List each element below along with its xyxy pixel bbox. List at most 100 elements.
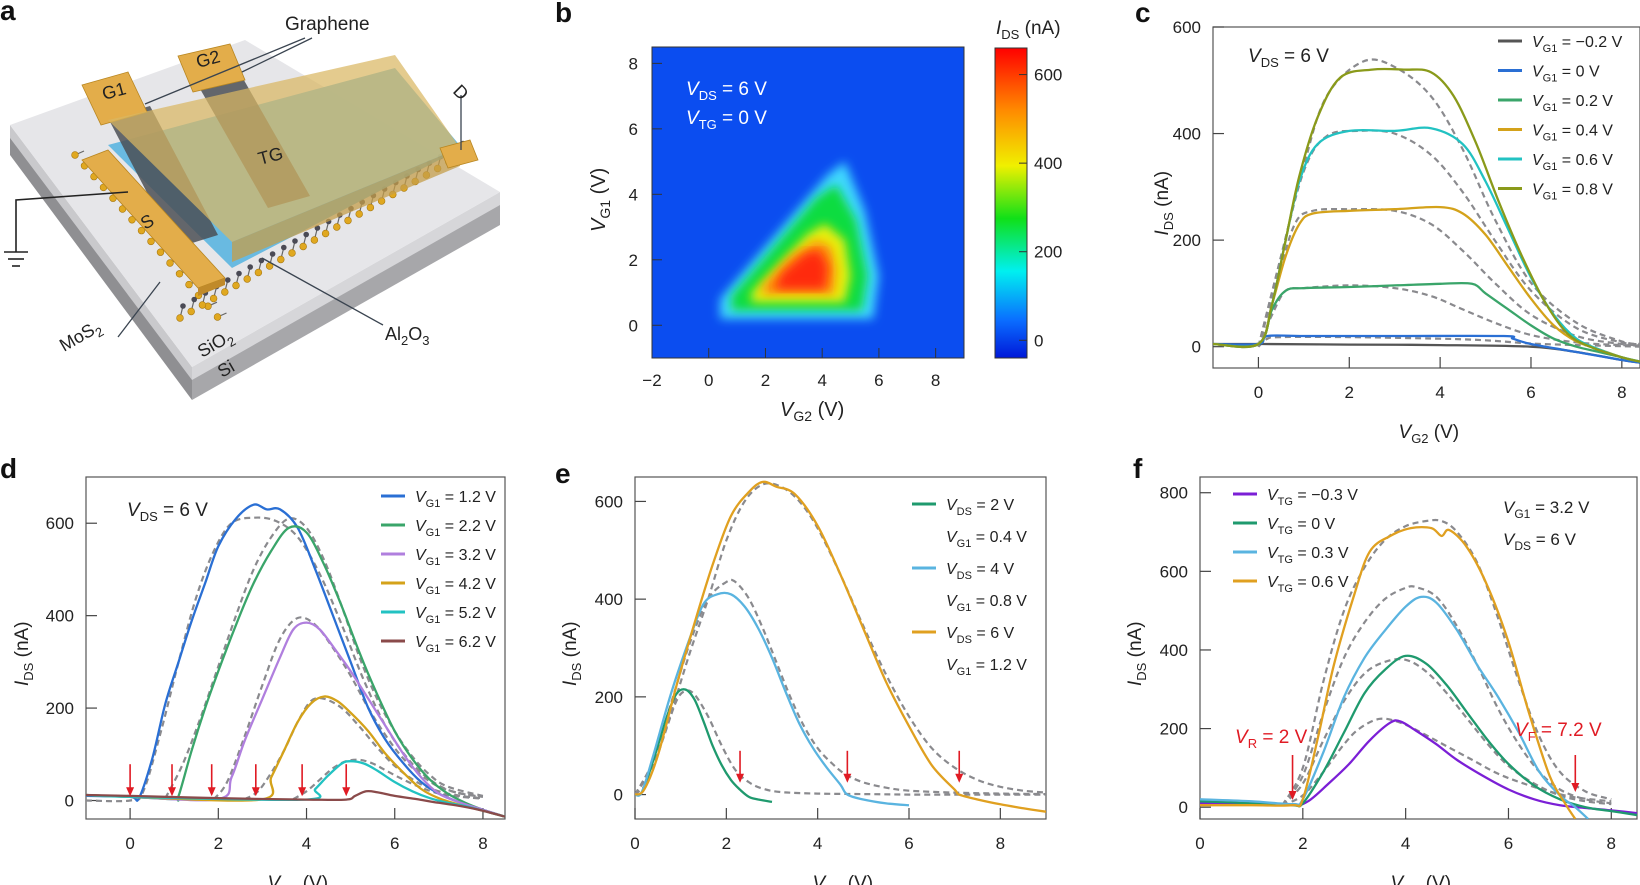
fit-curve-5	[292, 758, 483, 801]
top-gate	[108, 55, 460, 242]
colorbar-tick-label: 200	[1034, 243, 1062, 262]
legend-label: VDS = 2 V	[946, 497, 1015, 518]
sulfur-atom	[128, 216, 136, 224]
annotation-vds: VDS = 6 V	[127, 500, 208, 524]
arrow-head-icon	[1571, 783, 1580, 792]
contact-g2	[177, 43, 246, 93]
marker-label-vr: VR = 2 V	[1235, 727, 1308, 751]
legend-label: VG1 = 4.2 V	[415, 576, 496, 597]
y-tick-label: 2	[629, 251, 638, 270]
sulfur-atom	[147, 237, 155, 246]
y-tick-label: 400	[595, 590, 623, 609]
y-tick-label: 400	[46, 607, 74, 626]
series-line-2	[86, 525, 505, 818]
sulfur-atom	[176, 314, 184, 322]
sulfur-atom	[333, 223, 341, 231]
panel-letter-c: c	[1135, 0, 1151, 28]
substrate-sio2-side-right	[192, 192, 500, 380]
x-axis-label: VG2 (V)	[1391, 873, 1452, 885]
x-axis-label: VG2 (V)	[1399, 422, 1460, 446]
legend-label: VG1 = 0 V	[1532, 64, 1600, 85]
legend-label-secondary: VG1 = 0.4 V	[946, 529, 1027, 550]
legend-label: VG1 = −0.2 V	[1532, 34, 1623, 55]
x-tick-label: 6	[904, 834, 913, 853]
x-tick-label: 6	[874, 371, 883, 390]
panel-f-line-chart: 0 2 4 6 8 0 200 400 600 800 VG2 (V) IDS (nA) VTG = −…	[1125, 476, 1638, 885]
x-tick-label: 0	[1195, 834, 1204, 853]
plot-frame	[1212, 26, 1640, 369]
panel-e-line-chart: 0 2 4 6 8 0 200 400 600 VG2 (V) IDS (nA) VDS = 2 V V…	[560, 476, 1047, 885]
series-line-3	[86, 621, 505, 818]
y-tick-label: 0	[65, 792, 74, 811]
y-tick-label: 4	[629, 185, 638, 204]
fit-curve-4	[244, 696, 484, 801]
sulfur-atom	[137, 226, 146, 235]
sulfur-atom	[175, 270, 184, 278]
top-gate-side	[232, 148, 460, 262]
label-al2o3: Al2O3	[385, 324, 430, 348]
arrow-head-icon	[298, 787, 307, 797]
y-axis-label: IDS (nA)	[1152, 171, 1176, 236]
molybdenum-atom	[303, 231, 310, 238]
x-tick-label: 6	[1504, 834, 1513, 853]
sulfur-atom	[344, 216, 352, 225]
label-pointers	[117, 37, 462, 338]
y-tick-label: 600	[1160, 562, 1188, 581]
arrow-head-icon	[955, 773, 964, 783]
colorbar-tick-label: 400	[1034, 154, 1062, 173]
fit-curve-2	[1281, 658, 1612, 806]
y-tick-label: 600	[46, 514, 74, 533]
x-tick-label: −2	[642, 371, 661, 390]
substrate-sio2-side-left	[10, 125, 192, 380]
series-line-2	[1200, 654, 1637, 817]
molybdenum-atom	[269, 251, 276, 257]
colorbar	[994, 47, 1028, 359]
legend-label: VG1 = 6.2 V	[415, 634, 496, 655]
heatmap-image	[652, 47, 964, 358]
substrate-si-side-right	[192, 203, 500, 400]
legend-label: VG1 = 1.2 V	[415, 489, 496, 510]
sulfur-atom	[310, 236, 319, 244]
sulfur-atom	[355, 210, 363, 218]
legend-label: VTG = 0.3 V	[1267, 545, 1349, 566]
colorbar-ticks: 0 200 400 600	[1019, 66, 1062, 350]
x-tick-label: 0	[1254, 383, 1263, 402]
legend-label: VTG = −0.3 V	[1267, 487, 1358, 508]
series-line-1	[635, 688, 773, 804]
fit-curve-2	[164, 517, 484, 799]
sulfur-atom	[321, 229, 330, 238]
molybdenum-atom	[292, 238, 298, 244]
arrow-head-icon	[1288, 791, 1297, 800]
fit-curve-3	[1257, 207, 1640, 348]
legend-label-secondary: VG1 = 0.8 V	[946, 593, 1027, 614]
y-axis-label: IDS (nA)	[12, 621, 36, 686]
x-tick-label: 2	[761, 371, 770, 390]
legend-label: VG1 = 0.4 V	[1532, 123, 1613, 144]
legend-label: VTG = 0 V	[1267, 516, 1336, 537]
series-line-3	[635, 480, 1046, 813]
plot-area	[86, 503, 505, 818]
molybdenum-atom	[247, 264, 253, 270]
series-line-3	[1200, 595, 1589, 819]
y-tick-label: 0	[1192, 338, 1201, 357]
x-tick-label: 2	[722, 834, 731, 853]
sulfur-atom	[232, 281, 240, 290]
panel-a-device-schematic: Graphene G1 G2 TG S D MoS2 Al2O3 SiO2 Si	[4, 14, 500, 400]
plot-frame	[85, 476, 506, 820]
y-tick-label: 800	[1160, 484, 1188, 503]
y-tick-label: 8	[629, 54, 638, 73]
sulfur-atom	[288, 249, 296, 257]
x-tick-label: 2	[1345, 383, 1354, 402]
y-tick-label: 200	[46, 699, 74, 718]
series-line-6	[1213, 67, 1640, 363]
series-line-1	[1200, 719, 1637, 815]
legend-label: VDS = 4 V	[946, 561, 1015, 582]
sulfur-atom	[254, 268, 263, 277]
series-line-4	[86, 695, 505, 818]
panel-letter-f: f	[1133, 453, 1143, 484]
series-line-4	[1200, 525, 1577, 819]
molybdenum-atom	[225, 277, 231, 283]
label-mos2: MoS2	[56, 316, 106, 359]
legend-label: VG1 = 2.2 V	[415, 518, 496, 539]
